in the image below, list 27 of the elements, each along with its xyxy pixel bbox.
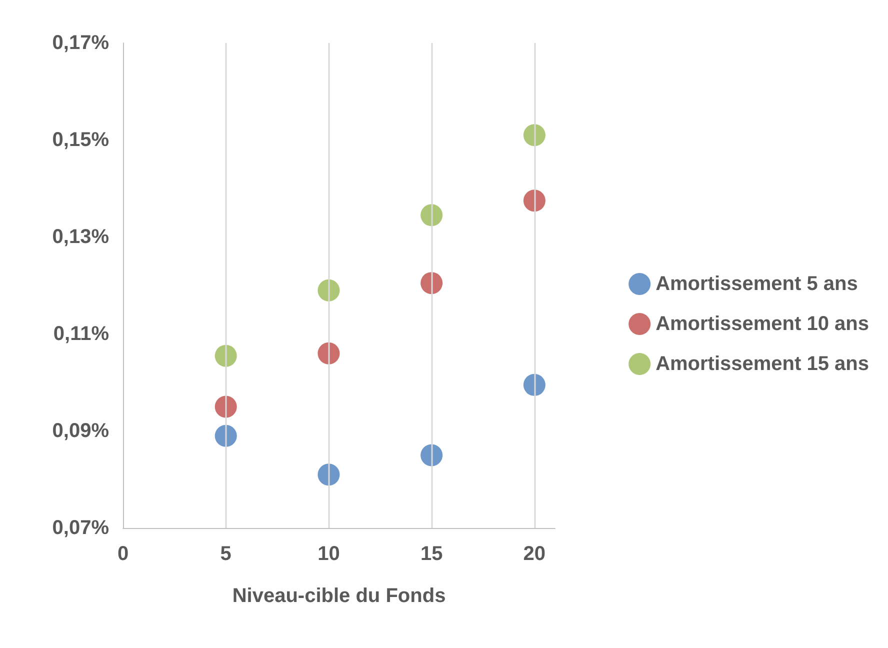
point <box>318 279 340 302</box>
legend-label: Amortissement 10 ans <box>656 313 870 335</box>
legend-label: Amortissement 5 ans <box>656 273 858 295</box>
y-tick-label: 0,11% <box>53 323 110 345</box>
x-tick-label: 5 <box>220 543 232 565</box>
y-tick-label: 0,07% <box>52 517 110 539</box>
point <box>318 342 340 364</box>
x-axis-title: Niveau-cible du Fonds <box>232 585 446 607</box>
y-tick-label: 0,17% <box>52 32 110 54</box>
point <box>214 396 237 418</box>
y-tick-label: 0,15% <box>52 129 110 151</box>
point <box>420 444 443 466</box>
point <box>523 124 546 146</box>
y-tick-label: 0,13% <box>52 226 110 248</box>
point <box>214 424 237 447</box>
point <box>420 204 443 226</box>
x-tick-label: 10 <box>318 543 340 565</box>
point <box>420 272 443 294</box>
x-tick-label: 0 <box>117 543 129 565</box>
point <box>523 374 546 396</box>
legend-label: Amortissement 15 ans <box>656 353 870 375</box>
x-tick-label: 20 <box>523 543 546 565</box>
y-tick-label: 0,09% <box>52 420 110 442</box>
point <box>523 190 546 212</box>
x-tick-label: 15 <box>420 543 443 565</box>
point <box>318 464 340 486</box>
point <box>214 344 237 367</box>
